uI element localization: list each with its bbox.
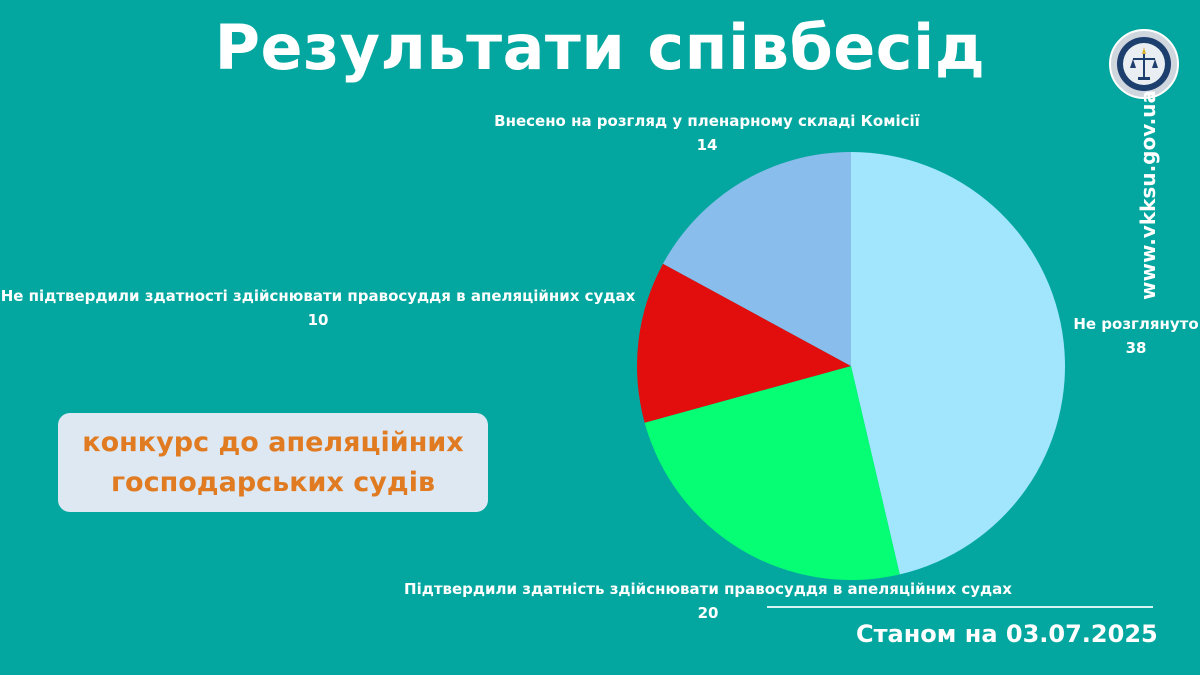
label-confirmed-value: 20: [697, 604, 719, 622]
label-submitted-plenary-value: 14: [696, 136, 718, 154]
label-confirmed: Підтвердили здатність здійснювати правос…: [398, 577, 1018, 625]
pie-slice-confirmed: [644, 366, 900, 580]
page-title: Результати співбесід: [214, 11, 986, 84]
competition-badge: конкурс до апеляційних господарських суд…: [58, 413, 488, 512]
pie-slice-submitted-plenary: [663, 152, 851, 366]
label-submitted-plenary-name: Внесено на розгляд у пленарному складі К…: [494, 112, 920, 130]
label-not-confirmed-name: Не підтвердили здатності здійснювати пра…: [0, 287, 636, 305]
label-not-reviewed-value: 38: [1125, 339, 1147, 357]
label-not-reviewed-name: Не розглянуто: [1073, 315, 1199, 333]
label-submitted-plenary: Внесено на розгляд у пленарному складі К…: [480, 109, 934, 157]
label-not-confirmed: Не підтвердили здатності здійснювати пра…: [0, 284, 636, 332]
badge-line-2: господарських судів: [110, 466, 436, 498]
badge-line-1: конкурс до апеляційних: [82, 426, 464, 458]
label-not-confirmed-value: 10: [307, 311, 329, 329]
website-url: www.vkksu.gov.ua: [1136, 90, 1160, 300]
date-divider: [767, 606, 1153, 608]
commission-emblem-icon: [1109, 29, 1179, 99]
label-confirmed-name: Підтвердили здатність здійснювати правос…: [404, 580, 1012, 598]
date-label: Станом на 03.07.2025: [856, 620, 1158, 648]
pie-slice-not-confirmed: [637, 263, 851, 423]
pie-slice-not-reviewed: [851, 152, 1065, 575]
label-not-reviewed: Не розглянуто 38: [1072, 312, 1200, 360]
